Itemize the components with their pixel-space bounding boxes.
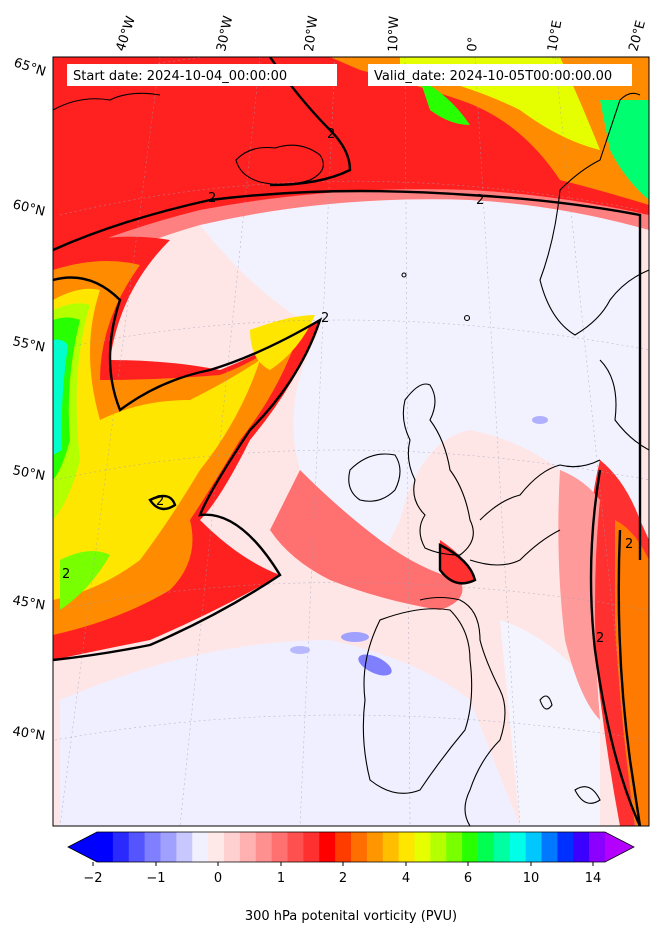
- colorbar-cell: [557, 832, 574, 862]
- lon-label-10w: 10°W: [386, 16, 402, 53]
- pv-central-pink: [270, 470, 463, 610]
- lat-label-65n: 65°N: [12, 56, 48, 80]
- colorbar-cell: [303, 832, 320, 862]
- contour-label: 2: [321, 311, 329, 326]
- contour-labels: 2 2 2 2 2 2 2 2: [62, 127, 633, 646]
- colorbar: −2 −1 0 1 2 4 6 10 14 300 hPa potenital vorticit…: [67, 831, 635, 924]
- pv-negative-patch-2: [341, 632, 369, 642]
- colorbar-cell: [589, 832, 606, 862]
- colorbar-cell: [335, 832, 352, 862]
- colorbar-tick-label: 4: [402, 871, 410, 886]
- map-panel: 2 2 2 2 2 2 2 2: [53, 57, 649, 826]
- pv-east-orange: [615, 520, 649, 826]
- contour-label: 2: [596, 631, 604, 646]
- lon-label-20e: 20°E: [626, 19, 649, 53]
- pv-west-green-south: [60, 551, 110, 610]
- lon-label-20w: 20°W: [302, 15, 321, 53]
- colorbar-label: 300 hPa potenital vorticity (PVU): [245, 909, 457, 924]
- pv-west-cyan: [53, 339, 68, 455]
- colorbar-cell: [541, 832, 558, 862]
- colorbar-tick-label: −2: [83, 871, 102, 886]
- map-frame: [52, 56, 650, 827]
- colorbar-ticks: −2 −1 0 1 2 4 6 10 14: [83, 862, 601, 886]
- lon-label-40w: 40°W: [114, 14, 139, 53]
- pv-band-ne-green: [600, 100, 649, 200]
- colorbar-cell: [192, 832, 209, 862]
- colorbar-cell: [208, 832, 225, 862]
- colorbar-cell: [493, 832, 511, 862]
- colorbar-cell: [525, 832, 542, 862]
- colorbar-cell: [144, 832, 161, 862]
- colorbar-extend-high: [605, 832, 634, 862]
- colorbar-cell: [224, 832, 241, 862]
- lon-label-0: 0°: [465, 36, 481, 52]
- colorbar-cell: [255, 832, 273, 862]
- colorbar-tick-label: 14: [585, 871, 602, 886]
- colorbar-cell: [509, 832, 527, 862]
- colorbar-cell: [176, 832, 193, 862]
- lat-label-45n: 45°N: [11, 593, 46, 613]
- colorbar-cell: [351, 832, 368, 862]
- colorbar-cell: [271, 832, 288, 862]
- coastlines: [53, 92, 649, 826]
- colorbar-cell: [239, 832, 257, 862]
- lat-label-55n: 55°N: [11, 334, 46, 355]
- valid-date-box: [368, 64, 632, 86]
- colorbar-cell: [446, 832, 463, 862]
- colorbar-tick-label: 0: [214, 871, 222, 886]
- pv-east-pink: [558, 470, 600, 720]
- start-date-label: Start date: 2024-10-04_00:00:00: [73, 69, 287, 84]
- contour-label: 2: [208, 191, 216, 206]
- contour-label: 2: [62, 567, 70, 582]
- pv-band-north-green: [420, 80, 470, 125]
- colorbar-extend-low: [68, 832, 97, 862]
- colorbar-cell: [430, 832, 447, 862]
- start-date-box: [67, 64, 337, 86]
- colorbar-cell: [112, 832, 130, 862]
- colorbar-cells: [97, 832, 606, 862]
- lat-label-40n: 40°N: [11, 724, 46, 744]
- lon-label-10e: 10°E: [545, 19, 565, 52]
- colorbar-cell: [287, 832, 304, 862]
- colorbar-cell: [398, 832, 415, 862]
- contour-label: 2: [625, 537, 633, 552]
- lat-label-50n: 50°N: [11, 463, 46, 484]
- colorbar-cell: [478, 832, 495, 862]
- graticule: [54, 57, 649, 826]
- colorbar-tick-label: 10: [523, 871, 540, 886]
- contour-label: 2: [476, 193, 484, 208]
- colorbar-cell: [97, 832, 114, 862]
- colorbar-cell: [128, 832, 146, 862]
- lat-label-60n: 60°N: [11, 197, 46, 219]
- pv-negative-patch-4: [290, 646, 310, 654]
- colorbar-tick-label: 2: [339, 871, 347, 886]
- colorbar-cell: [160, 832, 177, 862]
- pv-field-low-south: [60, 640, 520, 826]
- colorbar-cell: [366, 832, 384, 862]
- lon-label-30w: 30°W: [214, 14, 236, 52]
- contour-label: 2: [327, 127, 335, 142]
- pv-negative-patch-3: [532, 416, 548, 424]
- colorbar-cell: [462, 832, 479, 862]
- colorbar-cell: [414, 832, 431, 862]
- valid-date-label: Valid_date: 2024-10-05T00:00:00.00: [374, 69, 612, 84]
- colorbar-outline: [67, 831, 635, 863]
- pv-field-low: [200, 197, 640, 560]
- pv-west-yellow: [53, 288, 260, 600]
- latitude-labels: 65°N 60°N 55°N 50°N 45°N 40°N: [11, 56, 48, 745]
- colorbar-cell: [573, 832, 590, 862]
- colorbar-cell: [319, 832, 336, 862]
- colorbar-tick-label: 1: [277, 871, 285, 886]
- pv-sw-yellow-patch: [250, 315, 315, 370]
- colorbar-cell: [382, 832, 400, 862]
- longitude-labels: 40°W 30°W 20°W 10°W 0° 10°E 20°E: [114, 14, 649, 53]
- colorbar-tick-label: −1: [146, 871, 165, 886]
- contour-label: 2: [156, 494, 164, 509]
- colorbar-tick-label: 6: [464, 871, 472, 886]
